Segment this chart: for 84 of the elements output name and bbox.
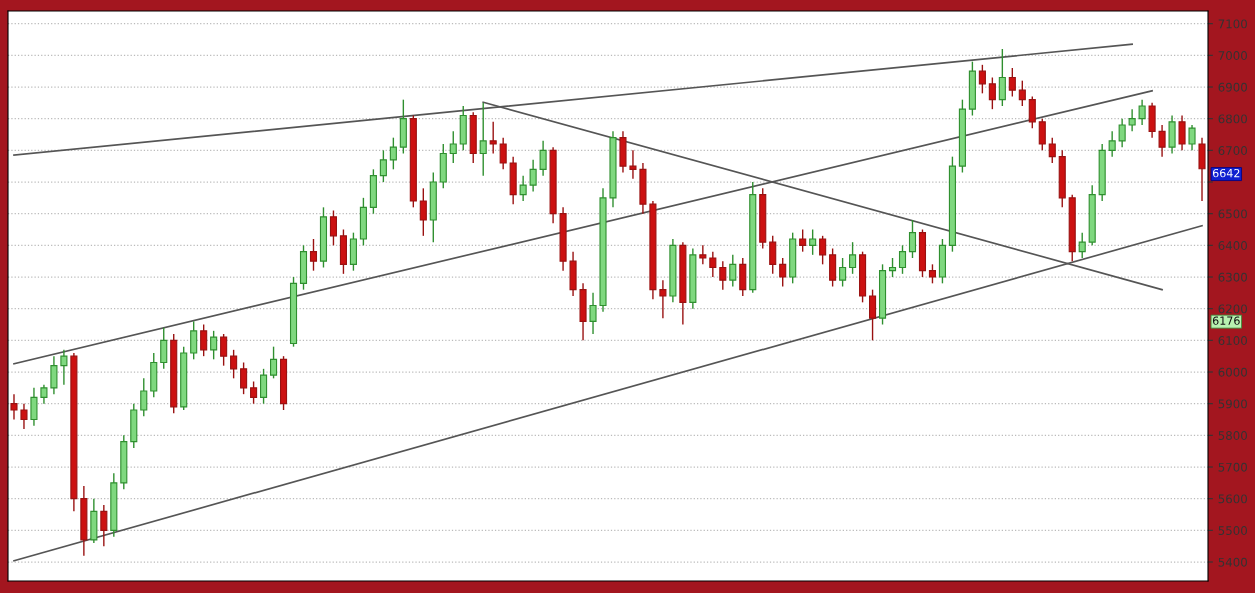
candlestick (50, 355, 58, 395)
y-tick-label: 6700 (1218, 146, 1247, 155)
candlestick (819, 235, 827, 266)
candlestick (60, 349, 68, 386)
candlestick (1108, 130, 1116, 158)
candlestick (190, 320, 198, 361)
y-tick-label: 5500 (1218, 526, 1247, 535)
candlestick (779, 257, 787, 288)
candlestick (978, 64, 986, 95)
candlestick (539, 140, 547, 177)
candlestick (10, 393, 18, 421)
candlestick (529, 159, 537, 193)
candlestick (479, 102, 487, 177)
candlestick (260, 368, 268, 405)
candlestick (499, 136, 507, 171)
text: 6176 (1212, 316, 1240, 325)
candlestick (888, 257, 897, 278)
y-tick-label: 6500 (1218, 209, 1247, 219)
y-tick-label: 5800 (1218, 431, 1247, 440)
candlestick (1038, 117, 1046, 152)
candlestick (449, 130, 457, 164)
candlestick (489, 121, 497, 155)
candlestick (309, 238, 318, 272)
candlestick (988, 76, 996, 110)
candlestick (659, 279, 667, 319)
candlestick (140, 377, 148, 418)
y-tick-label: 6100 (1218, 336, 1247, 345)
candlestick (809, 228, 817, 256)
candlestick (240, 361, 248, 395)
y-tick-label: 5400 (1218, 557, 1247, 567)
candlestick (1128, 108, 1136, 133)
y-tick-label: 6800 (1218, 114, 1247, 124)
y-tick-label: 7100 (1218, 19, 1247, 29)
candlestick (1158, 124, 1166, 158)
y-tick-label: 6300 (1218, 272, 1247, 282)
candlestick (20, 402, 28, 430)
y-tick-label: 5600 (1218, 494, 1247, 504)
candlestick (1028, 95, 1036, 129)
candlestick (1188, 124, 1196, 152)
candlestick (1018, 79, 1026, 107)
candlestick (869, 288, 877, 342)
candlestick (329, 209, 338, 247)
y-tick-label: 6000 (1218, 367, 1247, 377)
candlestick (389, 136, 397, 171)
y-tick-label: 5700 (1218, 462, 1247, 472)
candlestick (839, 257, 847, 288)
candlestick (1048, 136, 1056, 164)
candlestick (729, 254, 737, 288)
y-tick-label: 5900 (1218, 399, 1247, 409)
candlestick (250, 380, 258, 405)
candlestick (719, 260, 727, 291)
candlestick (40, 383, 48, 405)
candlestick (769, 235, 777, 275)
candlestick (270, 345, 278, 380)
candlestick (799, 228, 807, 253)
candlestick (519, 174, 527, 202)
candlestick (699, 244, 707, 266)
candlestick (1078, 231, 1086, 259)
y-tick-label: 6900 (1218, 82, 1247, 92)
y-tick-label: 6400 (1218, 241, 1247, 250)
candlestick (210, 330, 218, 361)
candlestick (709, 250, 717, 278)
candlestick (1138, 98, 1146, 126)
candlestick (928, 263, 937, 285)
candlestick (379, 149, 387, 183)
candlestick (1178, 114, 1186, 152)
candlestick (30, 387, 38, 427)
candlestick (160, 326, 168, 370)
candlestick (998, 48, 1006, 107)
candlestick (200, 323, 208, 357)
candlestick (629, 149, 637, 180)
text: 6642 (1212, 168, 1240, 178)
candlestick (100, 504, 108, 547)
candlestick (1118, 117, 1126, 148)
candlestick (220, 333, 228, 367)
candlestick (908, 219, 917, 259)
y-tick-label: 6200 (1218, 304, 1247, 314)
candlestick (589, 292, 597, 335)
candlestick (419, 187, 427, 237)
y-tick-label: 7000 (1218, 51, 1247, 60)
candlestick (898, 244, 907, 275)
candlestick (849, 241, 857, 275)
candlestick (1008, 67, 1016, 98)
candlestick (230, 349, 238, 380)
